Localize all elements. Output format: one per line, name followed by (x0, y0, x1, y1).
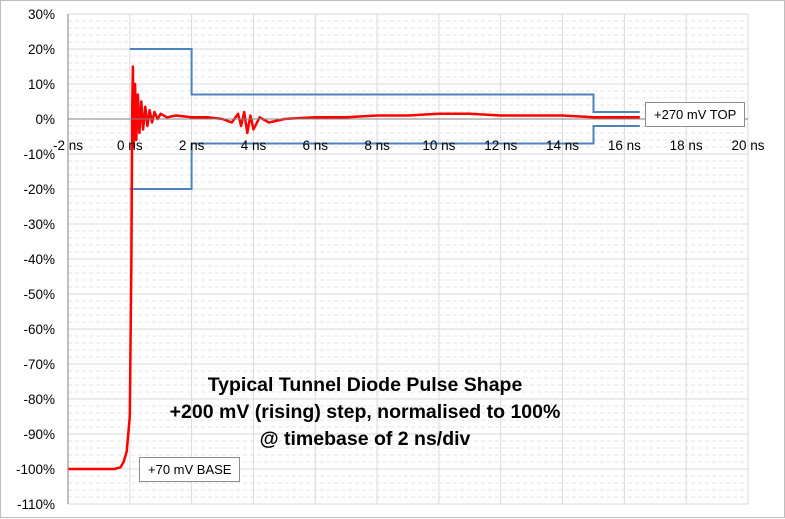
x-tick-label: 8 ns (364, 138, 390, 153)
base-level-callout: +70 mV BASE (139, 457, 241, 482)
x-tick-label: 16 ns (608, 138, 641, 153)
y-tick-label: -110% (17, 497, 55, 512)
x-tick-label: 2 ns (179, 138, 205, 153)
y-tick-label: -20% (23, 182, 55, 197)
y-tick-label: 10% (28, 77, 55, 92)
x-tick-label: 12 ns (484, 138, 517, 153)
tick-labels: 30% 20% 10% 0% -10% -20% -30% -40% -50% -60% -70% -… (16, 7, 765, 512)
y-tick-label: -60% (23, 322, 55, 337)
mask-lower-line (129, 125, 640, 190)
y-tick-label: -10% (23, 147, 55, 162)
y-tick-label: -90% (23, 427, 55, 442)
pulse-mask (129, 48, 640, 190)
y-tick-label: -50% (23, 287, 55, 302)
y-tick-label: -30% (23, 217, 55, 232)
grid-lines (67, 13, 749, 505)
y-tick-label: -100% (16, 462, 55, 477)
x-tick-label: 4 ns (241, 138, 267, 153)
caption-line-2: +200 mV (rising) step, normalised to 100… (169, 401, 561, 423)
y-tick-label: 0% (35, 112, 55, 127)
axes (67, 14, 748, 504)
x-tick-label: -2 ns (53, 138, 83, 153)
y-tick-label: -70% (23, 357, 55, 372)
mask-upper-line (129, 48, 640, 113)
x-tick-label: 10 ns (422, 138, 455, 153)
pulse-trace (68, 65, 640, 471)
caption-line-1: Typical Tunnel Diode Pulse Shape (207, 374, 523, 396)
pulse-line (68, 65, 640, 471)
x-tick-label: 18 ns (670, 138, 703, 153)
y-tick-label: 30% (28, 7, 55, 22)
x-tick-label: 20 ns (731, 138, 764, 153)
caption-line-3: @ timebase of 2 ns/div (259, 428, 471, 450)
y-tick-label: -80% (23, 392, 55, 407)
top-level-callout: +270 mV TOP (645, 102, 746, 127)
chart-caption: Typical Tunnel Diode Pulse Shape +200 mV… (150, 372, 580, 453)
x-tick-label: 6 ns (303, 138, 329, 153)
y-tick-label: 20% (28, 42, 55, 57)
x-tick-label: 0 ns (117, 138, 143, 153)
y-tick-label: -40% (23, 252, 55, 267)
x-tick-label: 14 ns (546, 138, 579, 153)
